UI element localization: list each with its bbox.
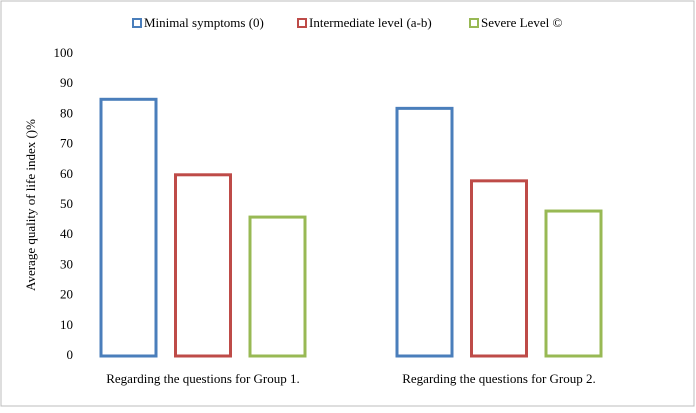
bar (395, 106, 454, 358)
bar (99, 97, 158, 358)
y-tick-label: 90 (60, 75, 73, 90)
x-tick-label: Regarding the questions for Group 2. (402, 371, 596, 386)
x-tick-label: Regarding the questions for Group 1. (106, 371, 300, 386)
y-tick-label: 100 (54, 45, 74, 60)
y-tick-label: 40 (60, 226, 73, 241)
bar (470, 179, 528, 358)
legend-swatch (132, 18, 142, 28)
bar (248, 215, 307, 358)
y-axis-label: Average quality of life index ()% (23, 119, 38, 291)
y-tick-label: 0 (67, 347, 74, 362)
bar (174, 173, 232, 358)
bar (544, 209, 603, 358)
legend-label: Intermediate level (a-b) (309, 15, 432, 30)
y-tick-label: 30 (60, 256, 73, 271)
y-tick-label: 50 (60, 196, 73, 211)
y-tick-label: 80 (60, 105, 73, 120)
y-tick-label: 20 (60, 287, 73, 302)
legend-label: Minimal symptoms (0) (144, 15, 264, 30)
y-tick-label: 60 (60, 166, 73, 181)
legend-swatch (469, 18, 479, 28)
legend-swatch (297, 18, 307, 28)
y-tick-label: 70 (60, 136, 73, 151)
y-tick-label: 10 (60, 317, 73, 332)
legend-label: Severe Level © (481, 15, 562, 30)
